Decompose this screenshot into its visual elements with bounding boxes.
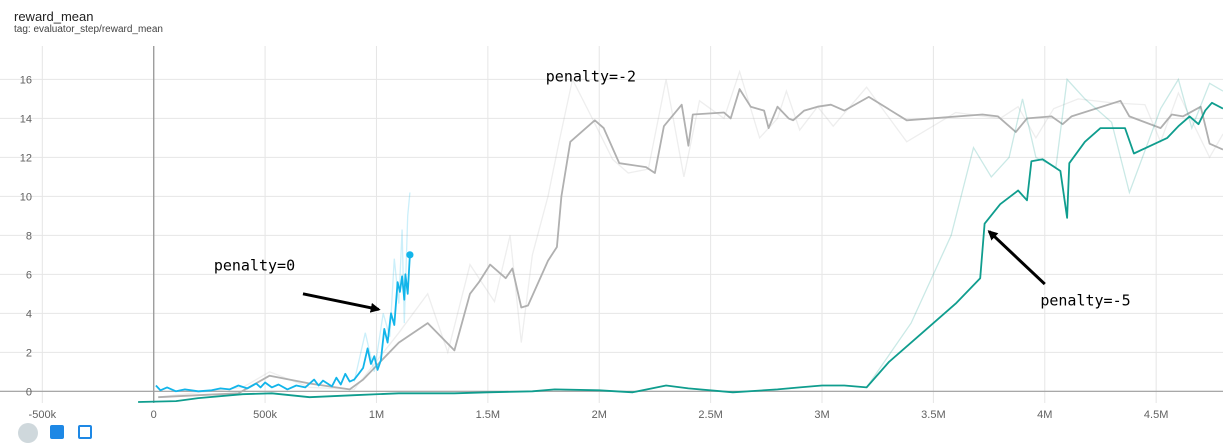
fit-domain-button[interactable] (18, 423, 38, 443)
axes (0, 46, 1223, 403)
series-p5-raw-line (866, 77, 1223, 388)
x-tick-label: 3.5M (921, 409, 945, 421)
grid (0, 46, 1223, 403)
chart-tag: tag: evaluator_step/reward_mean (14, 24, 163, 35)
x-tick-label: 2.5M (698, 409, 722, 421)
y-tick-label: 6 (26, 269, 32, 281)
x-tick-label: 1M (369, 409, 384, 421)
series-p0-end-point (406, 251, 414, 259)
annotation-arrow (302, 292, 381, 313)
y-tick-label: 16 (20, 74, 32, 86)
tick-labels: -500k 0 500k 1M 1.5M 2M 2.5M 3M 3.5M 4M 4.5M 0 2 4 6 8 1… (20, 74, 1169, 421)
series-layer (138, 69, 1223, 403)
series-p0-smoothed-line (155, 254, 411, 393)
y-tick-label: 8 (26, 230, 32, 242)
x-tick-label: 3M (814, 409, 829, 421)
series-p5-smoothed-line (138, 101, 1223, 403)
annotation-label: penalty=-5 (1040, 292, 1130, 310)
y-tick-label: 0 (26, 386, 32, 398)
y-tick-label: 10 (20, 191, 32, 203)
chart-title: reward_mean (14, 9, 94, 24)
annotations: penalty=0 penalty=-2 penalty=-5 (214, 67, 1131, 313)
series-p2-smoothed-line (158, 88, 1223, 399)
x-tick-label: 1.5M (476, 409, 500, 421)
y-tick-label: 2 (26, 347, 32, 359)
x-tick-label: -500k (29, 409, 57, 421)
y-tick-label: 12 (20, 152, 32, 164)
log-scale-button[interactable] (50, 425, 64, 439)
annotation-arrow (987, 230, 1046, 286)
annotation-label: penalty=0 (214, 256, 295, 274)
x-tick-label: 4M (1037, 409, 1052, 421)
x-tick-label: 2M (592, 409, 607, 421)
annotation-label: penalty=-2 (546, 67, 636, 85)
series-p2-raw-line (158, 69, 1223, 398)
download-button[interactable] (78, 425, 92, 439)
x-tick-label: 4.5M (1144, 409, 1168, 421)
x-tick-label: 500k (253, 409, 277, 421)
y-tick-label: 4 (26, 308, 32, 320)
y-tick-label: 14 (20, 113, 32, 125)
reward-mean-chart[interactable]: -500k 0 500k 1M 1.5M 2M 2.5M 3M 3.5M 4M 4.5M 0 2 4 6 8 1… (0, 0, 1223, 433)
x-tick-label: 0 (151, 409, 157, 421)
